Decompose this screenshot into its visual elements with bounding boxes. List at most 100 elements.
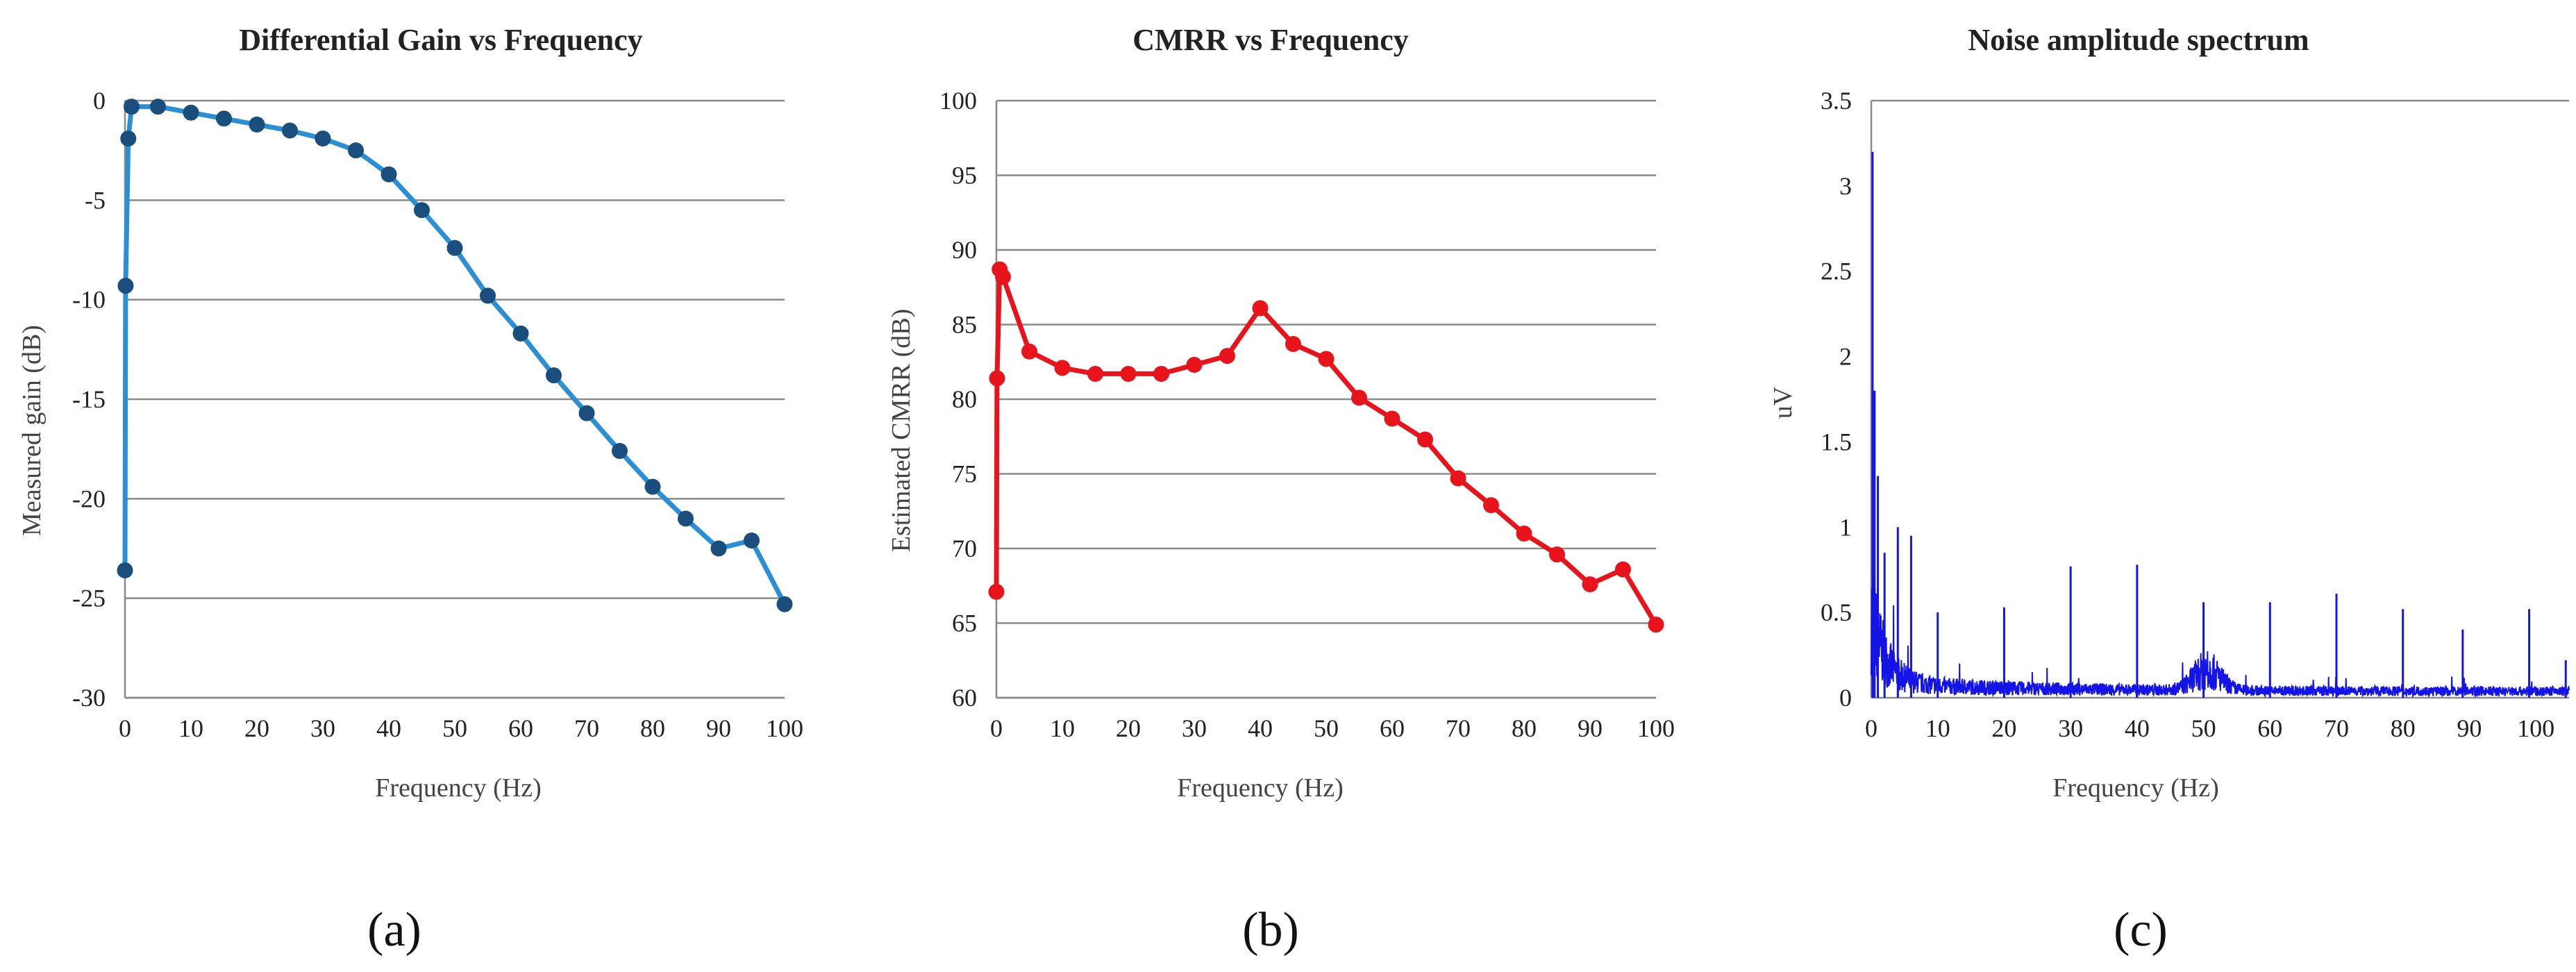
y-tick-label: -20 xyxy=(72,485,106,512)
data-point xyxy=(480,287,496,304)
y-axis-label: uV xyxy=(1768,386,1798,419)
y-tick-label: -25 xyxy=(72,585,106,612)
data-point xyxy=(1615,561,1631,578)
data-point xyxy=(988,583,1005,600)
x-tick-label: 70 xyxy=(574,714,599,742)
x-tick-label: 90 xyxy=(706,714,731,742)
data-point xyxy=(1648,617,1664,633)
data-point xyxy=(380,166,397,183)
data-point xyxy=(612,443,628,460)
x-axis-label: Frequency (Hz) xyxy=(1177,773,1344,803)
data-point xyxy=(1450,470,1466,487)
x-tick-label: 0 xyxy=(990,714,1003,742)
x-tick-label: 100 xyxy=(2517,714,2554,742)
x-axis-label: Frequency (Hz) xyxy=(375,773,542,803)
data-point xyxy=(183,104,199,121)
noise-chart: Noise amplitude spectrum 3.5 3 2.5 2 1.5 1 0.5… xyxy=(1768,23,2570,957)
y-tick-label: 2.5 xyxy=(1821,258,1852,285)
chart-title: Noise amplitude spectrum xyxy=(1968,23,2309,57)
y-tick-label: 2 xyxy=(1839,343,1852,371)
x-tick-label: 40 xyxy=(1248,714,1273,742)
data-point xyxy=(1186,357,1203,374)
x-tick-label: 80 xyxy=(2391,714,2416,742)
x-axis-label: Frequency (Hz) xyxy=(2052,773,2219,803)
y-tick-label: 80 xyxy=(952,385,977,413)
x-tick-label: 20 xyxy=(1991,714,2016,742)
data-point xyxy=(776,596,793,612)
x-tick-label: 30 xyxy=(2058,714,2083,742)
x-tick-label: 50 xyxy=(1314,714,1339,742)
data-point xyxy=(117,278,134,294)
data-point xyxy=(150,99,166,115)
x-tick-label: 20 xyxy=(244,714,269,742)
data-point xyxy=(282,122,298,139)
data-point xyxy=(578,405,595,421)
data-point xyxy=(1252,300,1269,317)
data-point xyxy=(1285,335,1301,352)
data-point xyxy=(414,202,430,219)
x-tick-label: 30 xyxy=(310,714,335,742)
x-tick-label: 100 xyxy=(1637,714,1675,742)
y-tick-label: 90 xyxy=(952,236,977,264)
x-tick-label: 70 xyxy=(2324,714,2349,742)
data-point xyxy=(1582,576,1598,593)
x-tick-label: 50 xyxy=(2191,714,2216,742)
data-point xyxy=(124,99,140,115)
data-point xyxy=(1120,365,1137,382)
data-point xyxy=(989,370,1005,387)
x-tick-label: 40 xyxy=(2125,714,2150,742)
data-point xyxy=(120,130,137,146)
data-point xyxy=(1417,431,1433,448)
x-tick-label: 0 xyxy=(119,714,131,742)
data-point xyxy=(1219,348,1235,364)
chart-panel-b: CMRR vs Frequency 100 95 90 85 80 75 70 65 60 0 1… xyxy=(868,0,1729,972)
data-point xyxy=(1021,343,1037,360)
x-tick-label: 10 xyxy=(1050,714,1075,742)
y-tick-label: 75 xyxy=(952,460,977,488)
x-tick-label: 80 xyxy=(1512,714,1537,742)
y-tick-label: 100 xyxy=(939,87,977,115)
x-tick-label: 30 xyxy=(1182,714,1207,742)
x-tick-label: 70 xyxy=(1446,714,1471,742)
y-tick-label: 3.5 xyxy=(1821,87,1852,115)
x-tick-label: 100 xyxy=(766,714,803,742)
data-point xyxy=(348,142,364,159)
panel-label: (b) xyxy=(1242,903,1299,957)
y-tick-label: 95 xyxy=(952,162,977,190)
series-line xyxy=(122,104,787,605)
data-point xyxy=(1483,497,1499,514)
y-tick-label: 60 xyxy=(952,684,977,712)
chart-panel-c: Noise amplitude spectrum 3.5 3 2.5 2 1.5 1 0.5… xyxy=(1750,0,2576,972)
x-tick-label: 0 xyxy=(1865,714,1877,742)
x-tick-label: 10 xyxy=(178,714,203,742)
data-point xyxy=(678,510,694,527)
x-tick-label: 80 xyxy=(640,714,665,742)
data-point xyxy=(1087,365,1103,382)
chart-title: CMRR vs Frequency xyxy=(1132,23,1409,57)
chart-panel-a: Differential Gain vs Frequency 0 -5 -10 -15… xyxy=(0,0,833,972)
x-tick-label: 10 xyxy=(1925,714,1950,742)
y-tick-label: 65 xyxy=(952,610,977,637)
y-tick-label: 0.5 xyxy=(1821,598,1852,626)
data-point xyxy=(1318,351,1335,367)
data-point xyxy=(644,478,661,495)
panel-label: (c) xyxy=(2114,903,2168,957)
y-tick-label: 1 xyxy=(1839,513,1852,541)
y-axis-label: Measured gain (dB) xyxy=(17,325,47,536)
cmrr-chart: CMRR vs Frequency 100 95 90 85 80 75 70 65 60 0 1… xyxy=(887,23,1675,957)
x-tick-label: 20 xyxy=(1116,714,1141,742)
y-tick-label: -10 xyxy=(72,286,106,314)
x-tick-label: 40 xyxy=(376,714,401,742)
data-point xyxy=(1549,546,1565,563)
x-tick-label: 90 xyxy=(1578,714,1603,742)
data-point xyxy=(744,533,760,549)
data-point xyxy=(512,325,529,342)
x-tick-label: 90 xyxy=(2457,714,2482,742)
data-point xyxy=(1516,526,1532,542)
data-point xyxy=(315,130,331,146)
data-point xyxy=(446,240,463,256)
data-point xyxy=(117,562,133,579)
data-point xyxy=(1153,365,1169,382)
gain-chart: Differential Gain vs Frequency 0 -5 -10 -15… xyxy=(17,23,803,957)
x-tick-label: 50 xyxy=(442,714,467,742)
